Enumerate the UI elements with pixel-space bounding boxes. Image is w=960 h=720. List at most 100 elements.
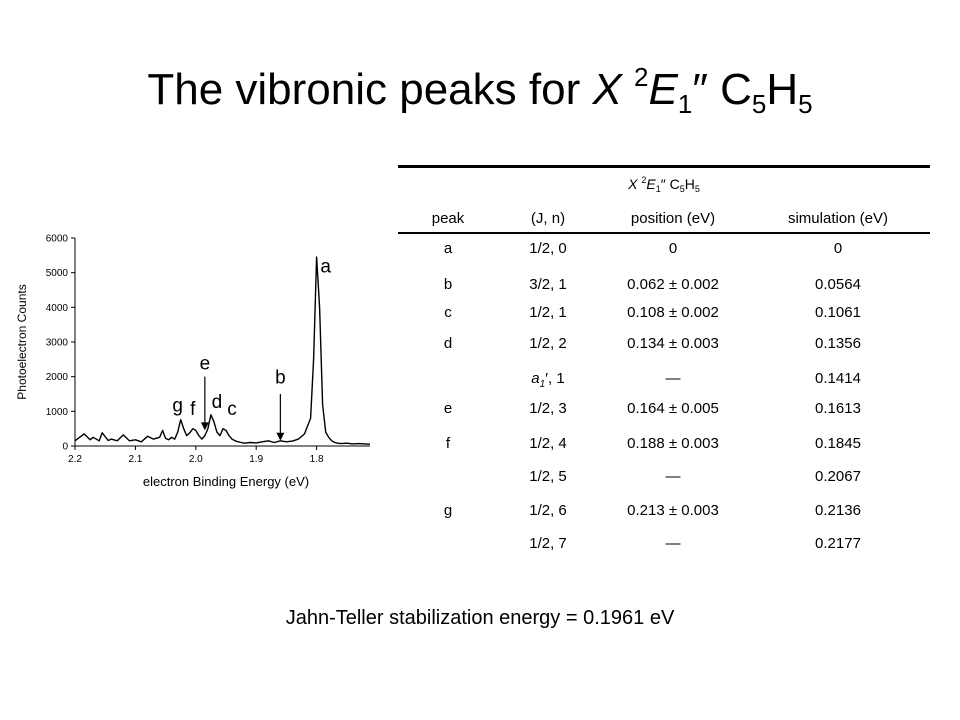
table-row: a 1/2, 0 0 0 [398,240,930,260]
header-peak: peak [431,210,465,227]
cell-position: — [665,468,681,485]
caption-state-sub: 1 [655,184,661,194]
chart-annotations: a b cde fg [172,257,331,441]
cell-simulation: 0.1061 [815,304,861,321]
cell-peak: e [443,400,453,417]
cell-peak: c [444,304,452,321]
title-state-prime: ″ [692,65,708,114]
y-tick-label: 1000 [46,407,69,418]
title-state-letter: X [592,65,622,114]
header-position: position (eV) [630,210,716,227]
cell-simulation: 0 [833,240,843,257]
cell-position: — [665,535,681,552]
cell-jn: a1′, 1 [498,370,598,390]
cell-jn-rest: ′, 1 [545,370,565,387]
peak-label-b: b [275,368,286,389]
cell-jn-symbol: a [531,370,540,387]
x-tick-label: 2.0 [189,454,203,465]
cell-jn: 1/2, 7 [529,535,567,552]
caption-molecule-sub1: 5 [679,184,685,194]
y-tick-label: 3000 [46,338,69,349]
x-tick-label: 2.1 [128,454,142,465]
peak-label-g: g [172,395,183,416]
table-row: c 1/2, 1 0.108 ± 0.002 0.1061 [398,304,930,324]
cell-peak: b [443,276,453,293]
cell-position: 0.062 ± 0.002 [627,276,719,293]
title-molecule-sub1: 5 [751,89,767,119]
y-tick-label: 0 [62,442,68,453]
caption-state-letter: X [628,176,638,192]
cell-simulation: 0.2067 [815,468,861,485]
cell-position: 0.188 ± 0.003 [627,435,719,452]
x-tick-label: 1.9 [249,454,263,465]
cell-simulation: 0.2136 [815,502,861,519]
caption-molecule-mid: H [684,176,695,192]
cell-position: 0.134 ± 0.003 [627,335,719,352]
table-row: a1′, 1 — 0.1414 [398,370,930,390]
cell-simulation: 0.0564 [815,276,861,293]
table-caption: X 2E1″ C5H5 [398,175,930,194]
caption-molecule-sub2: 5 [694,184,700,194]
y-tick-label: 6000 [46,234,69,245]
table-header-rule [398,232,930,234]
y-tick-label: 2000 [46,372,69,383]
y-tick-label: 5000 [46,268,69,279]
title-molecule-mid: H [766,65,799,114]
arrow-e-head [200,422,209,431]
peak-label-a: a [320,257,331,278]
table-row: 1/2, 5 — 0.2067 [398,468,930,488]
header-jn: (J, n) [530,210,566,227]
table-top-rule [398,165,930,168]
chart-axes: 0 1000 2000 3000 4000 5000 6000 2.2 2.1 2.0 1.9 1.8… [15,234,370,489]
caption-state-term: E [646,176,656,192]
caption-state-prime: ″ [660,176,666,192]
cell-peak: f [445,435,451,452]
cell-peak: g [443,502,453,519]
page-title: The vibronic peaks for X 2E1″ C5H5 [0,62,960,120]
cell-position: 0.164 ± 0.005 [627,400,719,417]
y-tick-label: 4000 [46,303,69,314]
cell-jn: 1/2, 0 [529,240,567,257]
photoelectron-spectrum-chart: 0 1000 2000 3000 4000 5000 6000 2.2 2.1 2.0 1.9 1.8… [15,234,370,489]
cell-simulation: 0.2177 [815,535,861,552]
peak-label-f: f [190,399,196,420]
cell-jn: 1/2, 2 [529,335,567,352]
table-row: e 1/2, 3 0.164 ± 0.005 0.1613 [398,400,930,420]
title-molecule-sub2: 5 [798,89,813,119]
cell-jn: 1/2, 5 [529,468,567,485]
cell-jn: 1/2, 4 [529,435,567,452]
table-row: b 3/2, 1 0.062 ± 0.002 0.0564 [398,276,930,296]
cell-simulation: 0.1613 [815,400,861,417]
title-molecule-main: C [707,65,752,114]
title-state-super: 2 [634,62,649,92]
header-simulation: simulation (eV) [787,210,889,227]
table-header-row: peak (J, n) position (eV) simulation (eV… [398,210,930,230]
cell-jn: 3/2, 1 [529,276,567,293]
cell-jn: 1/2, 3 [529,400,567,417]
peak-label-e: e [200,354,211,375]
cell-peak: a [443,240,453,257]
cell-jn: 1/2, 1 [529,304,567,321]
caption-state-super: 2 [641,175,647,185]
cell-jn: 1/2, 6 [529,502,567,519]
jahn-teller-energy-note: Jahn-Teller stabilization energy = 0.196… [285,607,675,629]
cell-position: 0 [668,240,678,257]
cell-jn-subscript: 1 [539,379,546,390]
table-row: 1/2, 7 — 0.2177 [398,535,930,555]
cell-position: 0.213 ± 0.003 [627,502,719,519]
spectrum-series-line [74,256,370,445]
cell-simulation: 0.1845 [815,435,861,452]
cell-simulation: 0.1356 [815,335,861,352]
cell-peak: d [443,335,453,352]
cell-simulation: 0.1414 [815,370,861,387]
table-row: g 1/2, 6 0.213 ± 0.003 0.2136 [398,502,930,522]
x-tick-label: 1.8 [310,454,324,465]
x-tick-label: 2.2 [68,454,82,465]
peak-label-d: d [212,392,223,413]
cell-position: — [665,370,681,387]
table-row: d 1/2, 2 0.134 ± 0.003 0.1356 [398,335,930,355]
caption-molecule-main: C [665,176,680,192]
title-prefix: The vibronic peaks for [147,65,593,114]
cell-position: 0.108 ± 0.002 [627,304,719,321]
x-axis-label: electron Binding Energy (eV) [143,474,309,489]
